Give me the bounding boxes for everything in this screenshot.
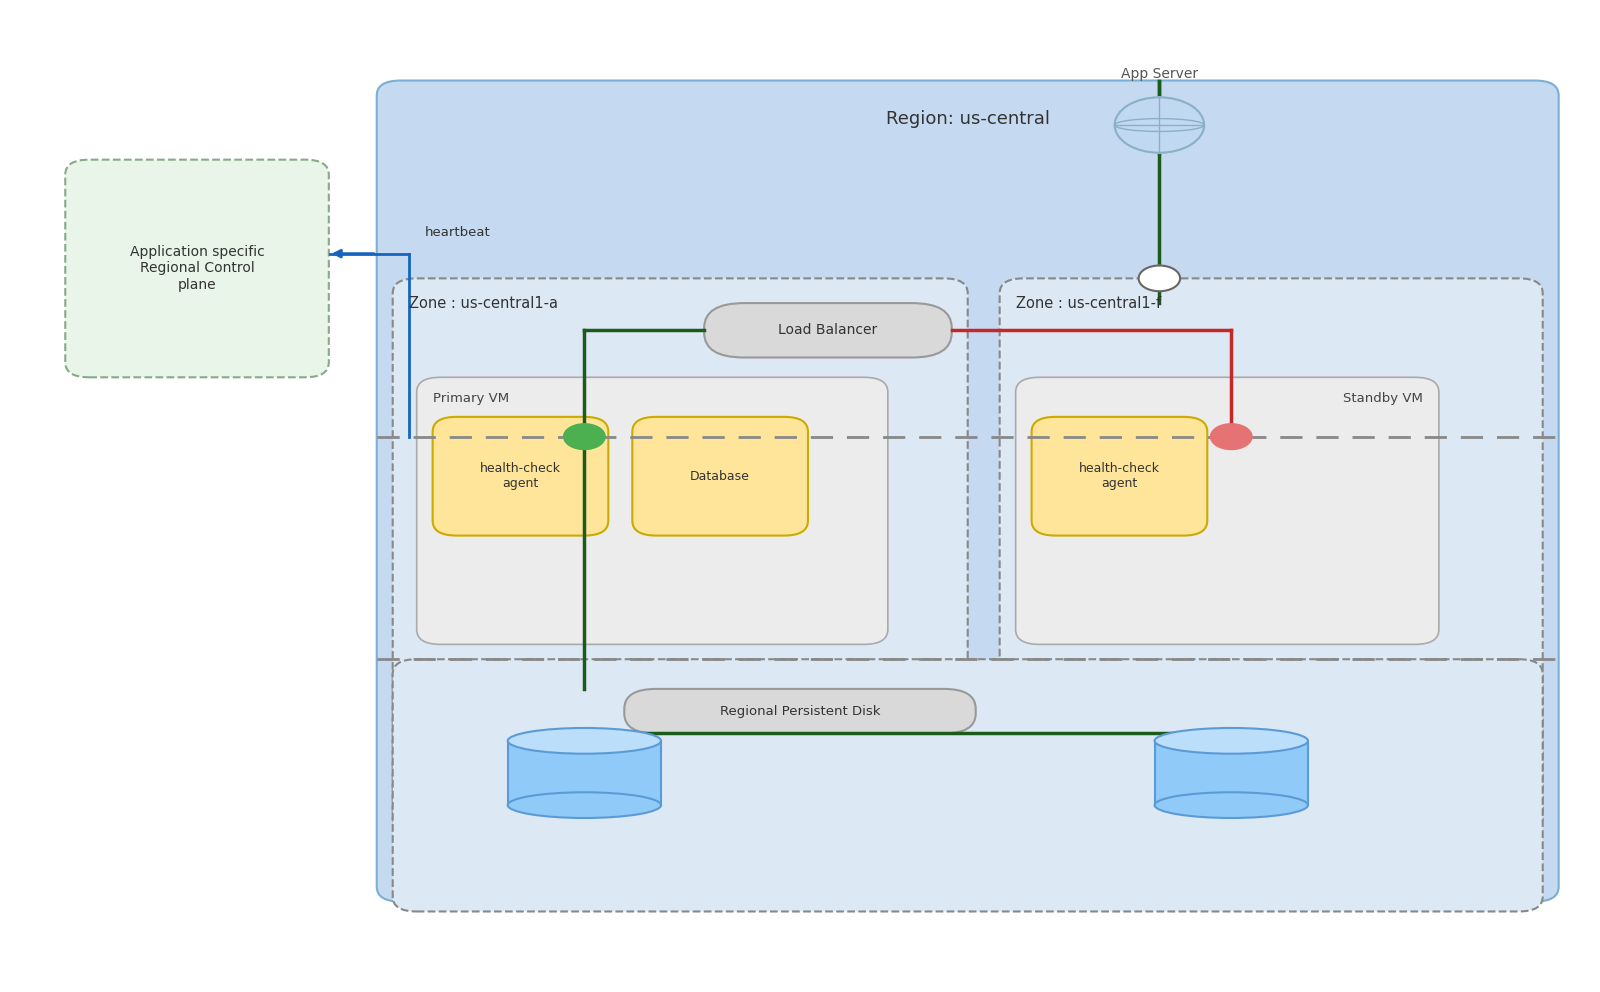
Text: Application specific
Regional Control
plane: Application specific Regional Control pl… <box>130 245 264 292</box>
Circle shape <box>1115 97 1205 153</box>
Text: health-check
agent: health-check agent <box>1078 462 1160 490</box>
Text: Load Balancer: Load Balancer <box>778 323 877 337</box>
Text: Zone : us-central1-a: Zone : us-central1-a <box>408 297 558 311</box>
Text: Zone : us-central1-f: Zone : us-central1-f <box>1016 297 1160 311</box>
Circle shape <box>563 424 605 449</box>
Circle shape <box>1139 266 1181 292</box>
Text: Standby VM: Standby VM <box>1342 392 1422 405</box>
Text: Database: Database <box>690 470 750 483</box>
Ellipse shape <box>507 728 661 754</box>
Bar <box>507 741 661 806</box>
FancyBboxPatch shape <box>704 304 952 357</box>
FancyBboxPatch shape <box>416 377 888 645</box>
FancyBboxPatch shape <box>1016 377 1438 645</box>
Text: Regional Persistent Disk: Regional Persistent Disk <box>720 704 880 717</box>
Circle shape <box>1211 424 1253 449</box>
FancyBboxPatch shape <box>1032 417 1208 536</box>
FancyBboxPatch shape <box>432 417 608 536</box>
Ellipse shape <box>507 793 661 818</box>
Text: Primary VM: Primary VM <box>432 392 509 405</box>
FancyBboxPatch shape <box>376 80 1558 902</box>
Text: App Server: App Server <box>1122 66 1198 80</box>
Text: health-check
agent: health-check agent <box>480 462 562 490</box>
Text: Region: us-central: Region: us-central <box>886 110 1050 128</box>
Ellipse shape <box>1155 728 1307 754</box>
FancyBboxPatch shape <box>624 688 976 733</box>
Ellipse shape <box>1155 793 1307 818</box>
FancyBboxPatch shape <box>1000 279 1542 832</box>
Bar <box>1155 741 1307 806</box>
FancyBboxPatch shape <box>632 417 808 536</box>
FancyBboxPatch shape <box>66 160 330 377</box>
FancyBboxPatch shape <box>392 279 968 832</box>
Text: heartbeat: heartbeat <box>424 226 491 239</box>
FancyBboxPatch shape <box>392 660 1542 912</box>
